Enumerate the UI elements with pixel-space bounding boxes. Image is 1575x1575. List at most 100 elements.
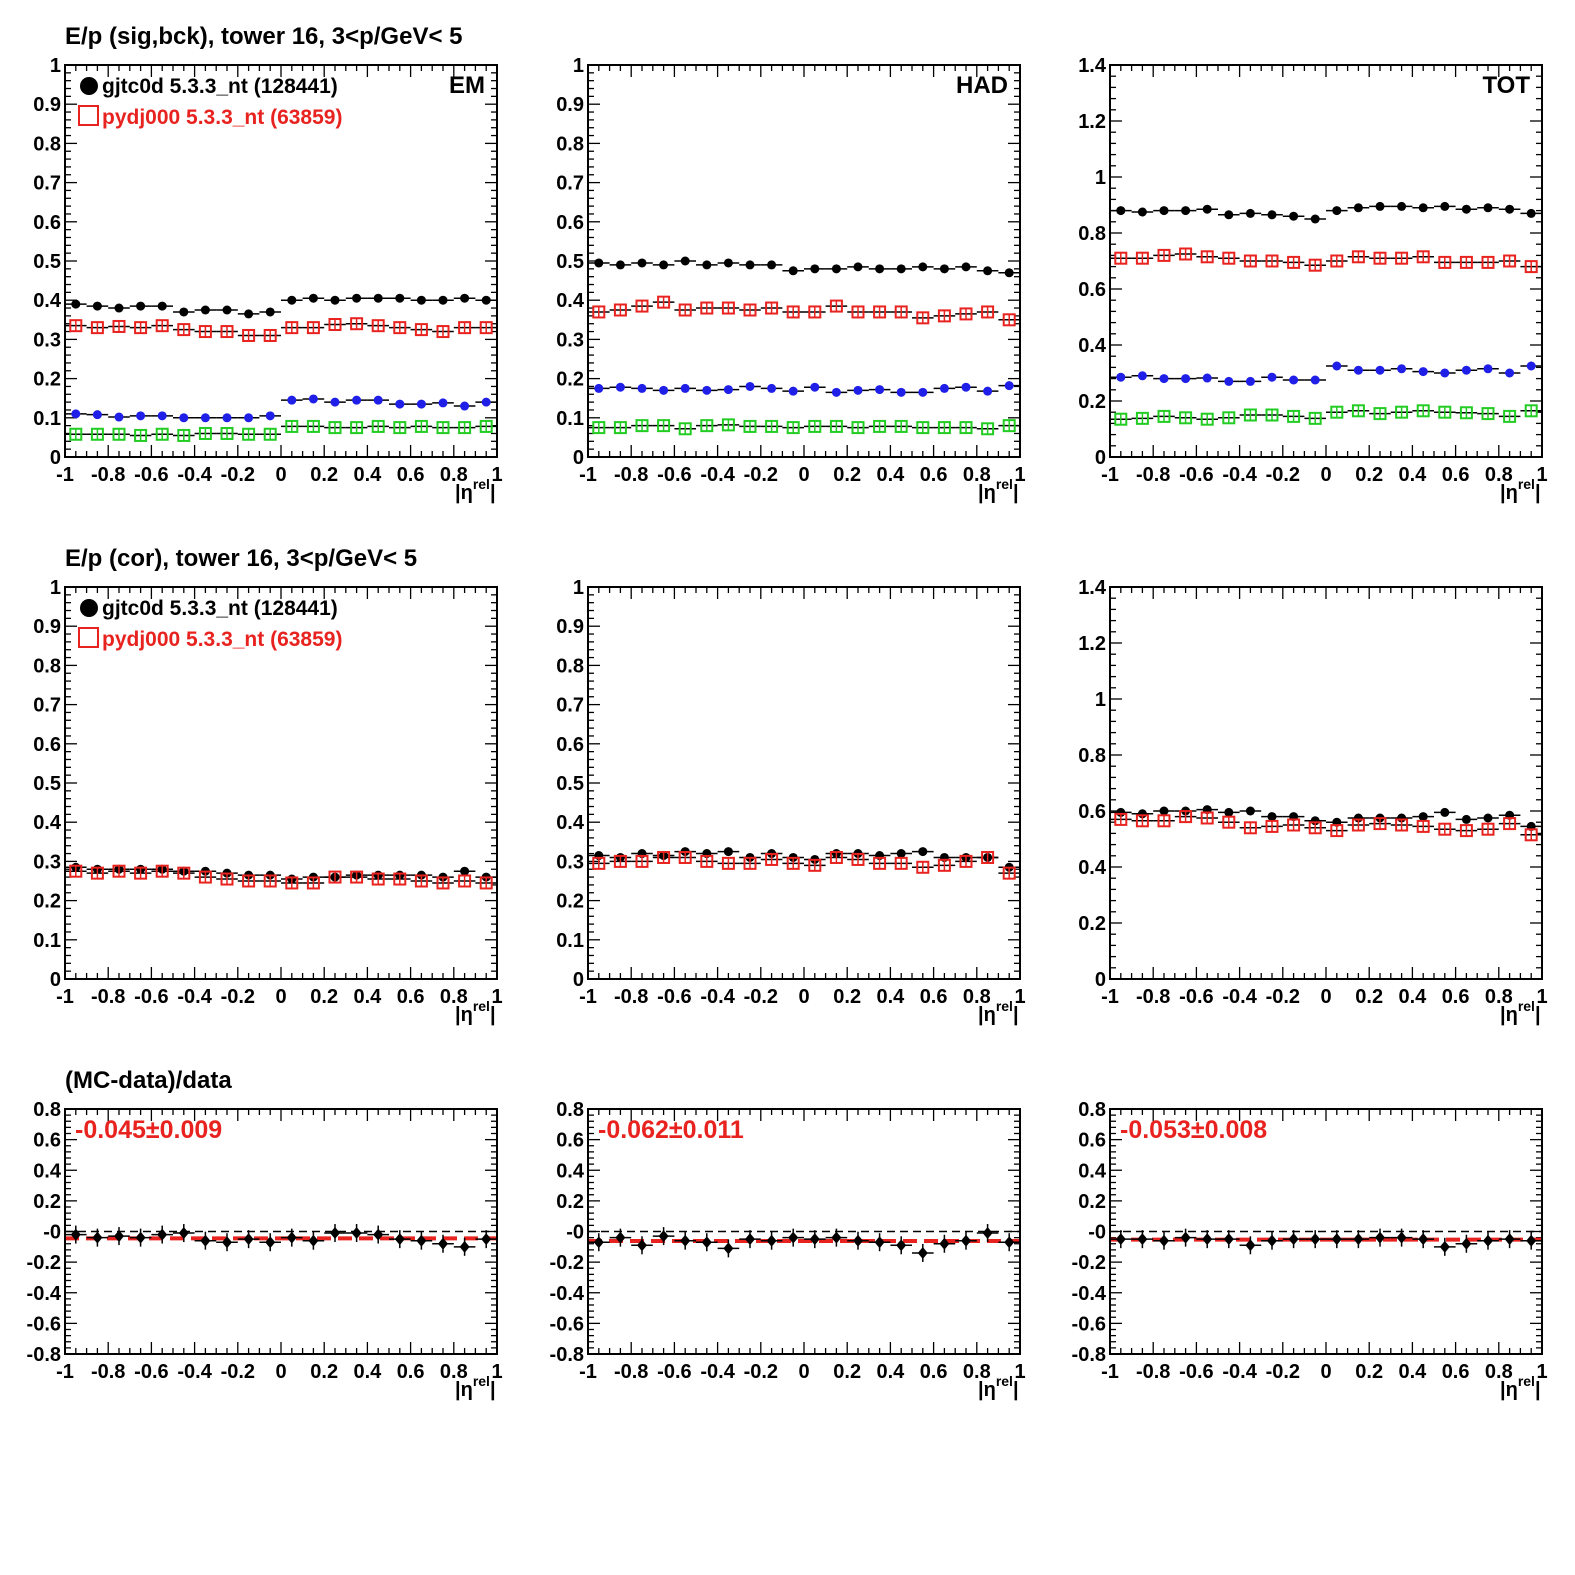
point-blue <box>831 387 841 397</box>
x-axis-label: |ηrel| <box>978 476 1019 504</box>
y-tick-label: 0.2 <box>1078 391 1106 413</box>
plot-frame <box>1109 64 1543 458</box>
point-data <box>178 1227 189 1240</box>
point-mc <box>1157 248 1171 262</box>
point-mc <box>414 323 428 337</box>
point-green <box>1524 404 1538 418</box>
x-tick-label: -0.4 <box>1222 464 1257 486</box>
point-data <box>637 1239 647 1252</box>
point-green <box>613 421 627 435</box>
point-green <box>371 419 385 433</box>
x-axis-label-main: |η <box>1500 482 1518 504</box>
point-data <box>1267 812 1277 822</box>
x-tick-label: -0.4 <box>177 1361 212 1383</box>
x-tick-label: 1 <box>1536 986 1547 1008</box>
point-green <box>1222 411 1236 425</box>
point-data <box>680 256 690 266</box>
y-tick-label: 0 <box>573 447 584 469</box>
y-tick-label: 0.4 <box>33 812 62 834</box>
point-data <box>330 295 340 305</box>
x-tick-label: 1 <box>1014 1361 1025 1383</box>
panels: 00.10.20.30.40.50.60.70.80.91-1 -0.8 -0.6-… <box>27 55 1548 1401</box>
point-mc <box>1438 255 1452 269</box>
point-green <box>1114 412 1128 426</box>
y-tick-label: 0.4 <box>1078 335 1107 357</box>
point-mc <box>177 866 191 880</box>
point-mc <box>177 323 191 337</box>
point-green <box>112 427 126 441</box>
y-tick-label: -0 <box>1088 1222 1106 1244</box>
x-axis-label-end: | <box>1535 1004 1541 1026</box>
point-blue <box>308 394 318 404</box>
x-tick-label: 1 <box>491 464 502 486</box>
point-mc <box>1351 818 1365 832</box>
y-tick-label: -0.6 <box>1072 1313 1106 1335</box>
y-tick-label: 1 <box>573 577 584 599</box>
row-title-ratio: (MC-data)/data <box>65 1067 232 1094</box>
y-tick-label: 0.6 <box>556 1130 584 1152</box>
y-tick-label: 0.4 <box>556 290 585 312</box>
point-blue <box>438 398 448 408</box>
point-mc <box>916 860 930 874</box>
point-mc <box>112 864 126 878</box>
y-tick-label: 0.8 <box>1078 223 1106 245</box>
point-blue <box>373 395 383 405</box>
y-tick-label: 0.5 <box>556 773 584 795</box>
y-tick-label: 0.4 <box>33 290 62 312</box>
plot-frame <box>64 64 498 458</box>
point-mc <box>808 858 822 872</box>
x-tick-label: 0 <box>1320 1361 1331 1383</box>
point-data <box>1353 203 1363 213</box>
point-data <box>939 264 949 274</box>
point-green <box>1179 411 1193 425</box>
point-blue <box>460 401 470 411</box>
point-mc <box>1330 824 1344 838</box>
panel-em: 00.10.20.30.40.50.60.70.80.91-1 -0.8 -0.6-… <box>33 55 502 504</box>
point-blue <box>1310 375 1320 385</box>
x-axis-label-end: | <box>1013 1379 1019 1401</box>
x-tick-label: -0.6 <box>134 986 168 1008</box>
panel-em-cor: 00.10.20.30.40.50.60.70.80.91-1 -0.8 -0.6-… <box>33 577 502 1026</box>
point-blue <box>1267 372 1277 382</box>
point-blue <box>1202 373 1212 383</box>
point-data <box>1418 203 1428 213</box>
point-mc <box>1373 817 1387 831</box>
x-axis-label-main: |η <box>1500 1379 1518 1401</box>
point-data <box>1504 1233 1515 1246</box>
x-tick-label: 0 <box>798 464 809 486</box>
point-data <box>1526 1234 1537 1247</box>
point-data <box>352 293 362 303</box>
y-tick-label: 0.1 <box>556 930 584 952</box>
panel-had: 00.10.20.30.40.50.60.70.80.91-1 -0.8 -0.6-… <box>556 55 1025 504</box>
point-mc <box>635 854 649 868</box>
x-tick-label: -1 <box>1101 1361 1119 1383</box>
y-tick-label: 0.3 <box>556 329 584 351</box>
y-tick-label: 0.2 <box>556 891 584 913</box>
point-mc <box>1135 251 1149 265</box>
y-tick-label: 1 <box>50 577 61 599</box>
point-mc <box>1503 254 1517 268</box>
x-tick-label: -0.6 <box>134 1361 168 1383</box>
y-tick-label: 0 <box>50 969 61 991</box>
y-tick-label: 0.8 <box>556 1099 584 1121</box>
x-tick-label: -0.6 <box>657 464 691 486</box>
x-axis-label-sup: rel <box>996 476 1013 492</box>
point-data <box>222 1236 232 1249</box>
point-data <box>351 1227 362 1240</box>
point-mc <box>479 876 493 890</box>
point-green <box>721 418 735 432</box>
x-tick-label: 0.6 <box>397 1361 425 1383</box>
point-data <box>286 1231 297 1244</box>
point-data <box>373 293 383 303</box>
point-mc <box>894 856 908 870</box>
point-mc <box>829 850 843 864</box>
point-mc <box>350 317 364 331</box>
x-tick-label: 0.6 <box>920 1361 948 1383</box>
point-data <box>308 293 318 303</box>
y-tick-label: 1 <box>1095 167 1106 189</box>
legend-data-marker <box>80 77 98 95</box>
point-blue <box>1245 376 1255 386</box>
point-data <box>831 264 841 274</box>
point-mc <box>613 854 627 868</box>
point-mc <box>220 325 234 339</box>
